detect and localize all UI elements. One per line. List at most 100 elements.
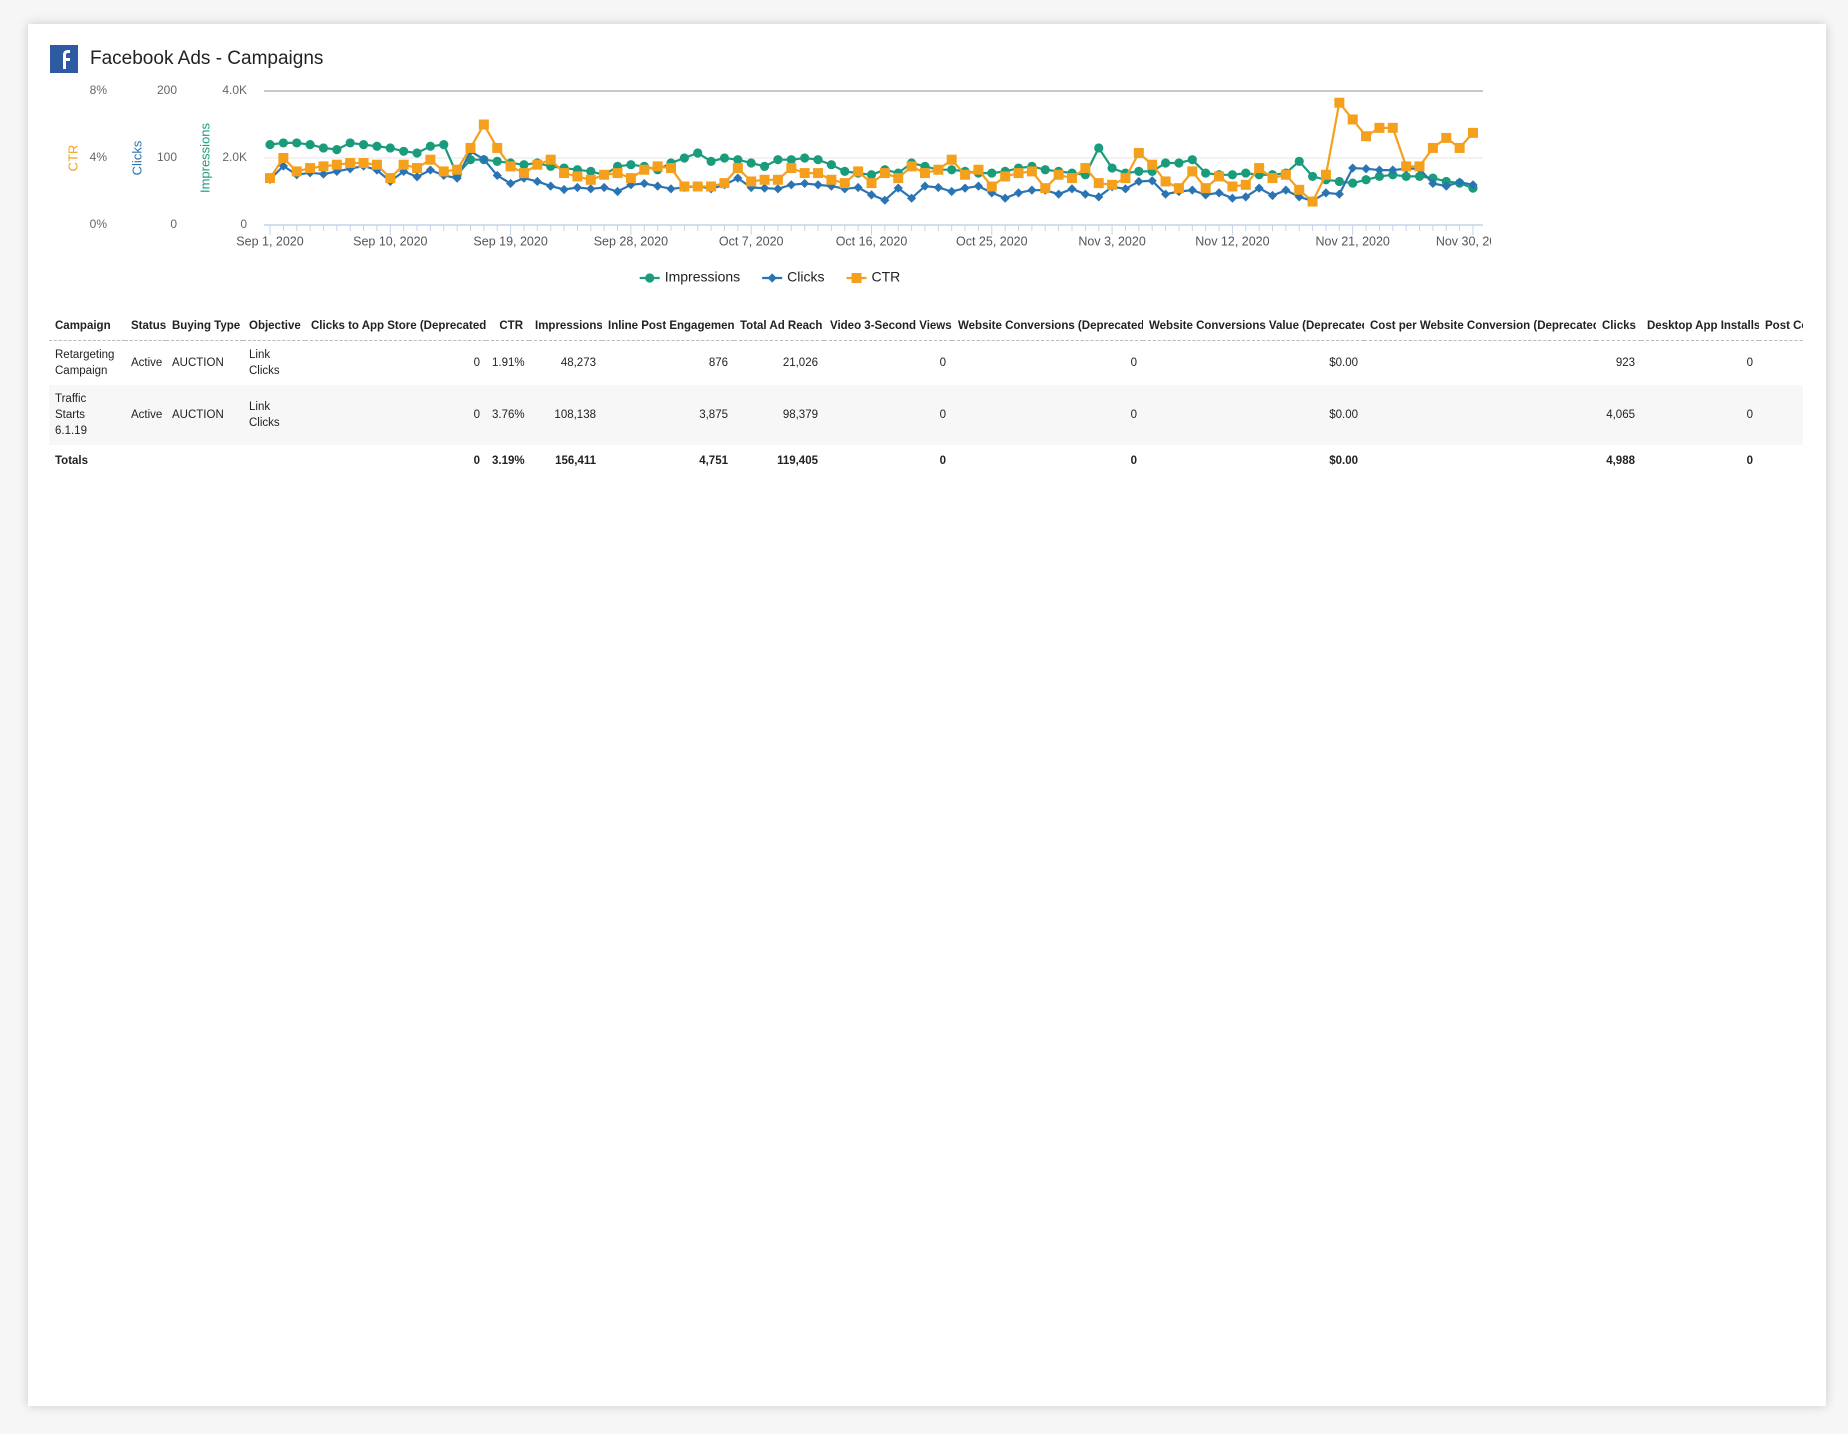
column-header: Buying Type xyxy=(166,312,243,341)
y-tick-label: 0 xyxy=(240,217,247,231)
point xyxy=(1334,189,1344,199)
point xyxy=(318,169,329,179)
point xyxy=(773,155,783,165)
point xyxy=(732,163,743,174)
point xyxy=(278,138,288,148)
y-tick-label: 0 xyxy=(170,217,177,231)
table-cell: 0 xyxy=(1746,357,1753,369)
point xyxy=(1107,179,1118,190)
axis-title: Clicks xyxy=(129,140,144,175)
x-tick-label: Nov 21, 2020 xyxy=(1316,234,1390,248)
point xyxy=(746,158,756,168)
table-cell: 0 xyxy=(1130,357,1137,369)
point xyxy=(492,170,502,181)
point xyxy=(893,183,903,193)
point xyxy=(947,186,957,197)
table-cell: 876 xyxy=(708,357,728,369)
point xyxy=(639,164,650,175)
table-row: Retargeting Campaign Active AUCTION Link Cl… xyxy=(49,341,1803,386)
point xyxy=(305,140,315,150)
point xyxy=(318,161,329,172)
point xyxy=(679,153,689,163)
table-cell xyxy=(243,445,305,475)
point xyxy=(412,148,422,158)
x-tick-label: Nov 12, 2020 xyxy=(1195,234,1269,248)
column-header: Impressions xyxy=(529,312,602,341)
point xyxy=(866,190,877,200)
point xyxy=(1026,166,1037,177)
point xyxy=(1254,163,1265,174)
point xyxy=(1080,189,1090,199)
point xyxy=(1214,188,1224,198)
point xyxy=(291,166,302,177)
point xyxy=(278,153,289,163)
point xyxy=(920,181,930,191)
point xyxy=(371,159,382,170)
point xyxy=(1308,171,1318,182)
point xyxy=(532,159,543,170)
point xyxy=(532,176,542,187)
table-cell: 4,065 xyxy=(1596,385,1641,445)
table-cell: 0 xyxy=(1641,385,1759,445)
table-cell xyxy=(1364,445,1596,475)
x-tick-label: Sep 1, 2020 xyxy=(236,234,303,248)
point xyxy=(546,181,556,191)
point xyxy=(1267,173,1278,184)
point xyxy=(506,178,516,189)
table-cell: 48,273 xyxy=(560,357,596,369)
point xyxy=(345,138,355,148)
column-header: Objective xyxy=(243,312,305,341)
point xyxy=(706,181,717,192)
point xyxy=(1147,159,1158,170)
legend-label: Impressions xyxy=(665,269,740,285)
point xyxy=(1027,185,1037,195)
point xyxy=(1240,179,1251,190)
point xyxy=(1401,161,1412,172)
x-tick-label: Oct 16, 2020 xyxy=(836,234,908,248)
point xyxy=(1227,181,1238,192)
point xyxy=(813,168,824,179)
point xyxy=(1428,178,1438,189)
table-cell: Link Clicks xyxy=(249,349,280,377)
column-header: Status xyxy=(125,312,166,341)
point xyxy=(973,164,984,175)
point xyxy=(973,181,984,191)
point xyxy=(666,163,676,174)
table-cell: 0 xyxy=(1746,455,1753,467)
column-header: Website Conversions (Deprecated) xyxy=(952,312,1143,341)
point xyxy=(1013,168,1024,179)
point xyxy=(1334,97,1345,108)
point xyxy=(666,184,676,194)
y-tick-label: 4% xyxy=(90,150,108,164)
point xyxy=(786,163,797,174)
table-cell: Traffic Starts 6.1.19 xyxy=(49,385,125,445)
table-cell: 3.76% xyxy=(486,385,529,445)
column-header: Desktop App Installs xyxy=(1641,312,1759,341)
point xyxy=(1094,143,1104,153)
point xyxy=(866,170,877,180)
point xyxy=(719,153,730,163)
point xyxy=(599,169,610,180)
point xyxy=(653,181,663,191)
point xyxy=(599,182,609,193)
legend-label: Clicks xyxy=(787,269,824,285)
column-header: Inline Post Engagement xyxy=(602,312,734,341)
y-tick-label: 4.0K xyxy=(222,83,247,97)
y-tick-label: 100 xyxy=(157,150,177,164)
x-tick-label: Nov 3, 2020 xyxy=(1078,234,1145,248)
point xyxy=(1120,173,1131,184)
x-tick-label: Sep 19, 2020 xyxy=(473,234,547,248)
point xyxy=(706,156,716,166)
point xyxy=(385,173,396,184)
table-cell: Active xyxy=(125,385,166,445)
point xyxy=(639,178,649,189)
y-tick-label: 2.0K xyxy=(222,150,247,164)
point xyxy=(518,168,529,179)
point xyxy=(265,140,275,150)
point xyxy=(1040,165,1050,175)
legend: Impressions Clicks CTR xyxy=(639,269,900,285)
table-cell xyxy=(1364,341,1596,386)
point xyxy=(1320,169,1331,180)
point xyxy=(773,184,783,194)
point xyxy=(586,184,596,194)
